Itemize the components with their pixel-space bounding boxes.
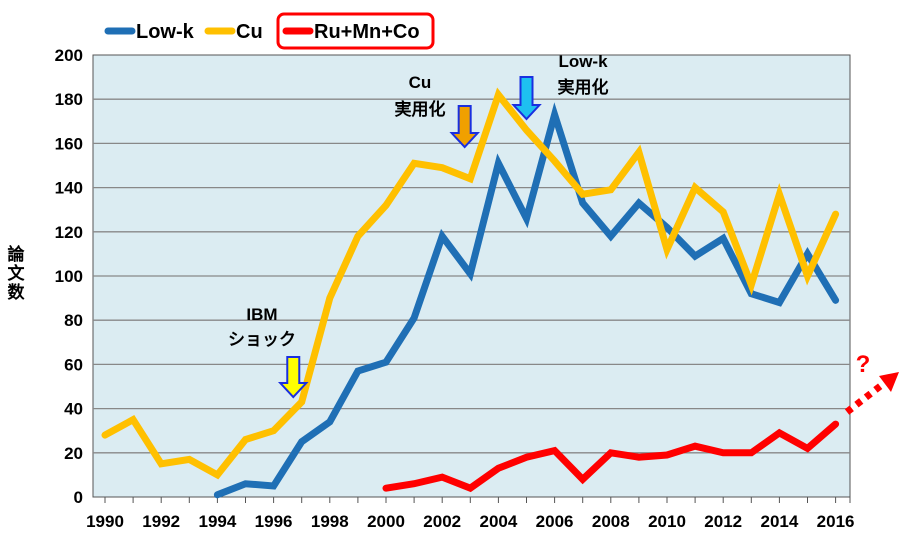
annotation-text: Cu <box>409 73 432 92</box>
y-tick-label: 120 <box>55 223 83 242</box>
x-tick-label: 1998 <box>311 512 349 531</box>
y-tick-label: 140 <box>55 179 83 198</box>
legend-highlight-box <box>276 12 435 50</box>
y-tick-label: 40 <box>64 400 83 419</box>
trend-arrowhead-icon <box>879 372 899 392</box>
annotation-text: 実用化 <box>558 77 609 97</box>
legend-label: Ru+Mn+Co <box>314 21 420 43</box>
down-arrow-icon <box>449 105 480 149</box>
x-tick-label: 2012 <box>704 512 742 531</box>
legend-label: Cu <box>236 21 263 43</box>
series-line-ru-mn-co <box>382 420 840 493</box>
series-line-cu <box>101 87 840 480</box>
x-tick-label: 2010 <box>648 512 686 531</box>
x-tick-label: 1996 <box>255 512 293 531</box>
dotted-trend-line <box>844 381 886 415</box>
y-axis-title: 論文数 <box>5 244 25 302</box>
legend-label: Low-k <box>136 21 195 43</box>
x-tick-label: 2016 <box>817 512 855 531</box>
x-tick-label: 2006 <box>536 512 574 531</box>
x-axis: 1990 1992 1994 1996 1998 2000 2002 2004 2006 2008… <box>86 497 855 531</box>
x-tick-label: 2008 <box>592 512 630 531</box>
series-lines <box>101 87 840 499</box>
annotation-text: Low-k <box>558 52 608 71</box>
y-axis-label: 論文数 <box>5 244 25 302</box>
y-tick-label: 60 <box>64 355 83 374</box>
y-tick-label: 180 <box>55 90 83 109</box>
y-tick-label: 100 <box>55 267 83 286</box>
x-tick-label: 1994 <box>198 512 236 531</box>
annotations: IBM ショック Cu 実用化 Low-k 実用化? <box>228 52 899 415</box>
down-arrow-icon <box>277 356 309 399</box>
y-axis: 0 20 40 60 80 100 120 140 160 180 200 <box>55 46 83 507</box>
question-mark: ? <box>856 351 871 378</box>
annotation-text: 実用化 <box>395 99 446 119</box>
legend: Low-k Cu Ru+Mn+Co <box>104 12 435 50</box>
x-tick-label: 1990 <box>86 512 124 531</box>
down-arrow-icon <box>511 76 542 121</box>
y-tick-label: 20 <box>64 444 83 463</box>
annotation-text: ショック <box>228 330 296 349</box>
x-tick-label: 2000 <box>367 512 405 531</box>
annotation-text: IBM <box>246 305 277 324</box>
x-tick-label: 1992 <box>142 512 180 531</box>
y-tick-label: 0 <box>74 488 83 507</box>
x-tick-label: 2004 <box>479 512 517 531</box>
y-tick-label: 200 <box>55 46 83 65</box>
y-tick-label: 80 <box>64 311 83 330</box>
x-tick-label: 2002 <box>423 512 461 531</box>
series-line-low-k <box>213 102 840 499</box>
x-tick-label: 2014 <box>760 512 798 531</box>
y-tick-label: 160 <box>55 134 83 153</box>
